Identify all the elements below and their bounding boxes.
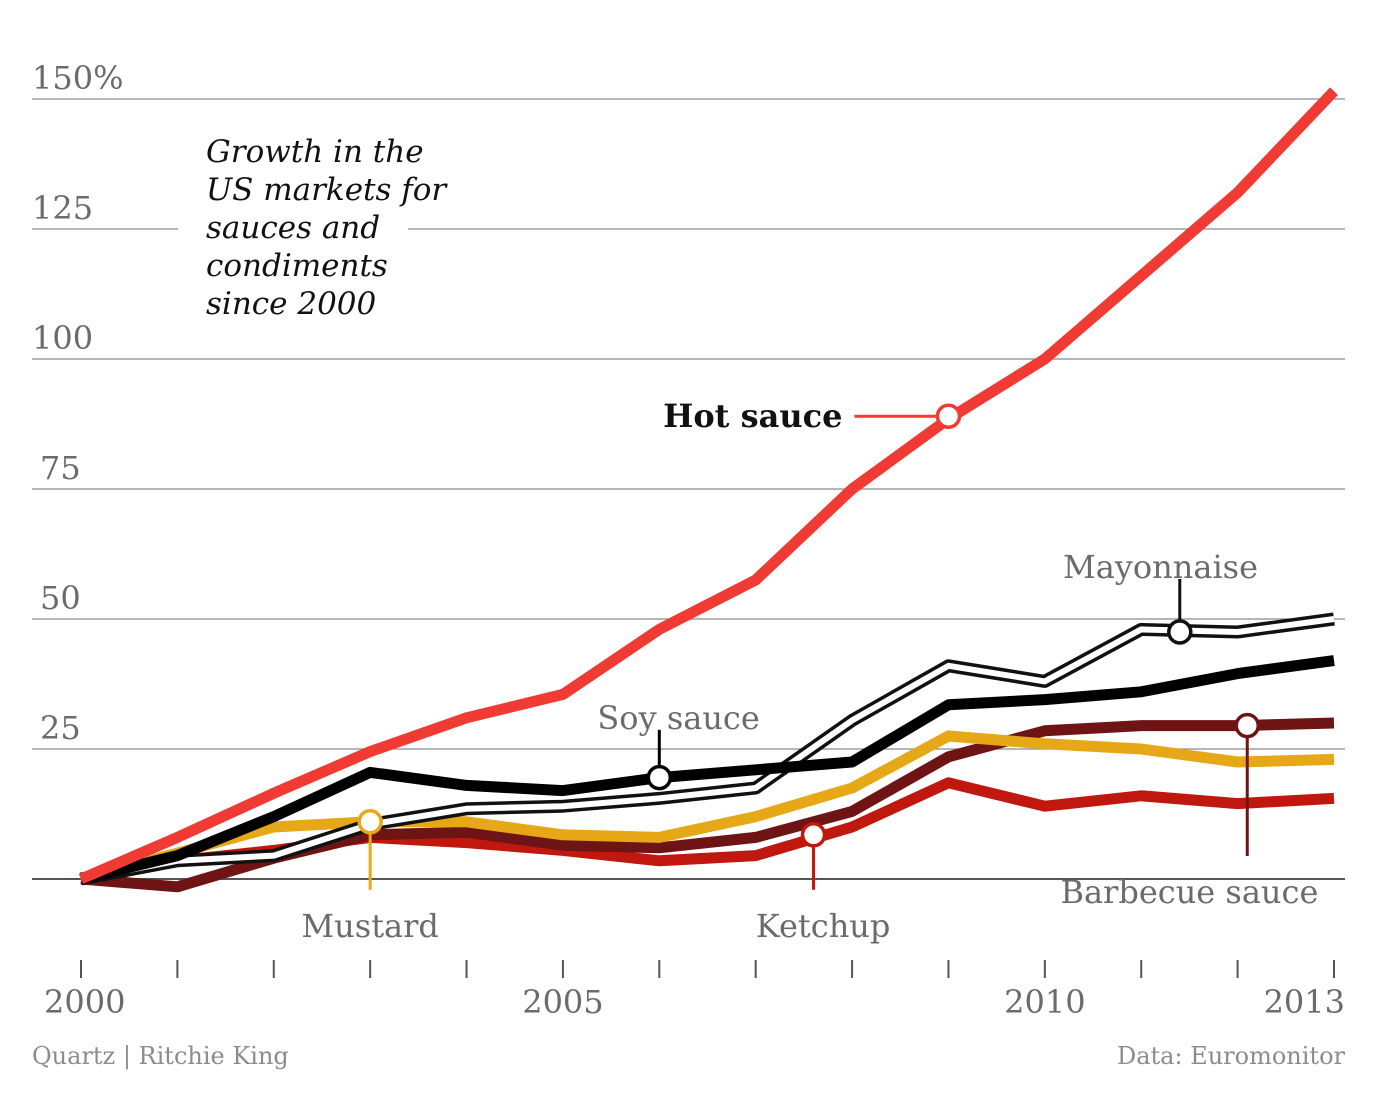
footer: Quartz | Ritchie King Data: Euromonitor [32, 1042, 1346, 1071]
marker-barbecue-sauce [1234, 712, 1261, 739]
marker-soy-sauce [646, 764, 673, 791]
title-line: condiments [206, 248, 388, 284]
label-soy-sauce: Soy sauce [597, 699, 759, 737]
y-tick-label: 100 [32, 319, 93, 357]
title-line: since 2000 [206, 286, 376, 322]
marker-ketchup [800, 822, 827, 848]
marker-mustard [357, 809, 383, 835]
series-line-mayonnaise-inner [80, 616, 1335, 882]
label-hot-sauce: Hot sauce [663, 397, 842, 435]
y-tick-label: 150% [32, 59, 123, 97]
label-barbecue-sauce: Barbecue sauce [1060, 873, 1318, 911]
y-axis-tick-labels: 150% 125 100 75 50 25 [32, 59, 123, 747]
x-tick-label: 2013 [1264, 983, 1345, 1021]
y-tick-label: 25 [40, 709, 81, 747]
marker-mayonnaise [1167, 619, 1193, 645]
series-annotations: Hot sauce Soy sauce Mayonnaise Barbecue sau… [301, 397, 1318, 945]
x-tick-label: 2000 [44, 983, 125, 1021]
title-line: sauces and [206, 210, 380, 246]
y-tick-label: 125 [32, 189, 93, 227]
marker-hot-sauce [935, 403, 962, 429]
credit-text: Quartz | Ritchie King [32, 1042, 289, 1071]
x-tick-label: 2010 [1004, 983, 1085, 1021]
series-line-soy-sauce [79, 655, 1335, 885]
series-lines [78, 87, 1338, 893]
source-text: Data: Euromonitor [1117, 1042, 1346, 1070]
y-tick-label: 50 [40, 579, 81, 617]
label-mustard: Mustard [301, 907, 439, 945]
title-line: US markets for [206, 172, 448, 208]
label-mayonnaise: Mayonnaise [1063, 548, 1258, 586]
x-axis: 2000 2005 2010 2013 [44, 960, 1345, 1021]
series-line-hot-sauce [78, 87, 1338, 885]
series-line-mustard [79, 730, 1335, 885]
title-line: Growth in the [206, 134, 424, 170]
x-tick-label: 2005 [522, 983, 603, 1021]
y-tick-label: 75 [40, 449, 81, 487]
label-ketchup: Ketchup [756, 907, 890, 945]
